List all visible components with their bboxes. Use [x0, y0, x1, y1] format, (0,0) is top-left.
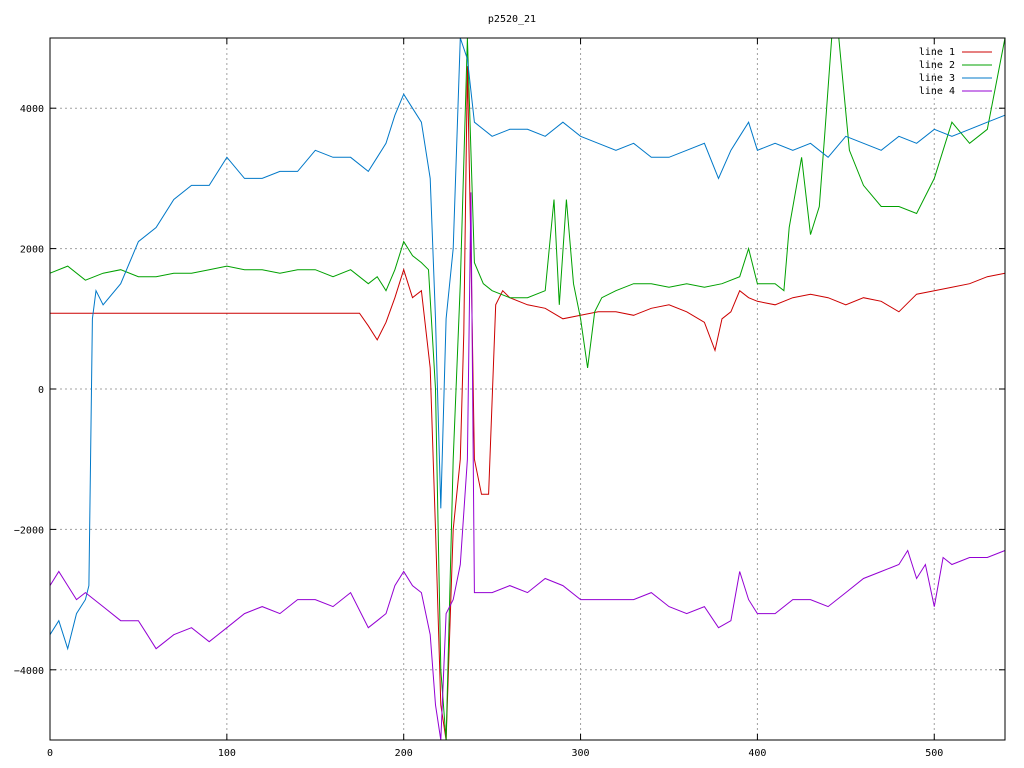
- series-lines: [49, 37, 1006, 741]
- chart-title: p2520_21: [488, 14, 536, 25]
- x-tick-label: 500: [925, 748, 943, 759]
- legend-label-3: line 3: [919, 73, 955, 84]
- x-tick-labels: 0 100 200 300 400 500: [47, 748, 943, 759]
- series-line-1: [50, 66, 1006, 741]
- series-line-2: [49, 37, 1006, 741]
- legend: line 1 line 2 line 3 line 4: [919, 47, 992, 97]
- series-line-4: [49, 192, 1006, 741]
- y-tick-label: −4000: [14, 666, 44, 677]
- axis-ticks: [49, 38, 1005, 740]
- x-tick-label: 300: [572, 748, 590, 759]
- legend-label-1: line 1: [919, 47, 955, 58]
- y-tick-label: 4000: [20, 104, 44, 115]
- x-tick-label: 0: [47, 748, 53, 759]
- y-tick-label: 0: [38, 385, 44, 396]
- x-tick-label: 400: [748, 748, 766, 759]
- grid-lines: [50, 38, 1005, 740]
- y-tick-labels: −4000 −2000 0 2000 4000: [14, 104, 44, 677]
- x-tick-label: 100: [218, 748, 236, 759]
- y-tick-label: 2000: [20, 245, 44, 256]
- legend-label-2: line 2: [919, 60, 955, 71]
- legend-label-4: line 4: [919, 86, 955, 97]
- x-tick-label: 200: [395, 748, 413, 759]
- y-tick-label: −2000: [14, 525, 44, 536]
- series-line-3: [49, 37, 1006, 651]
